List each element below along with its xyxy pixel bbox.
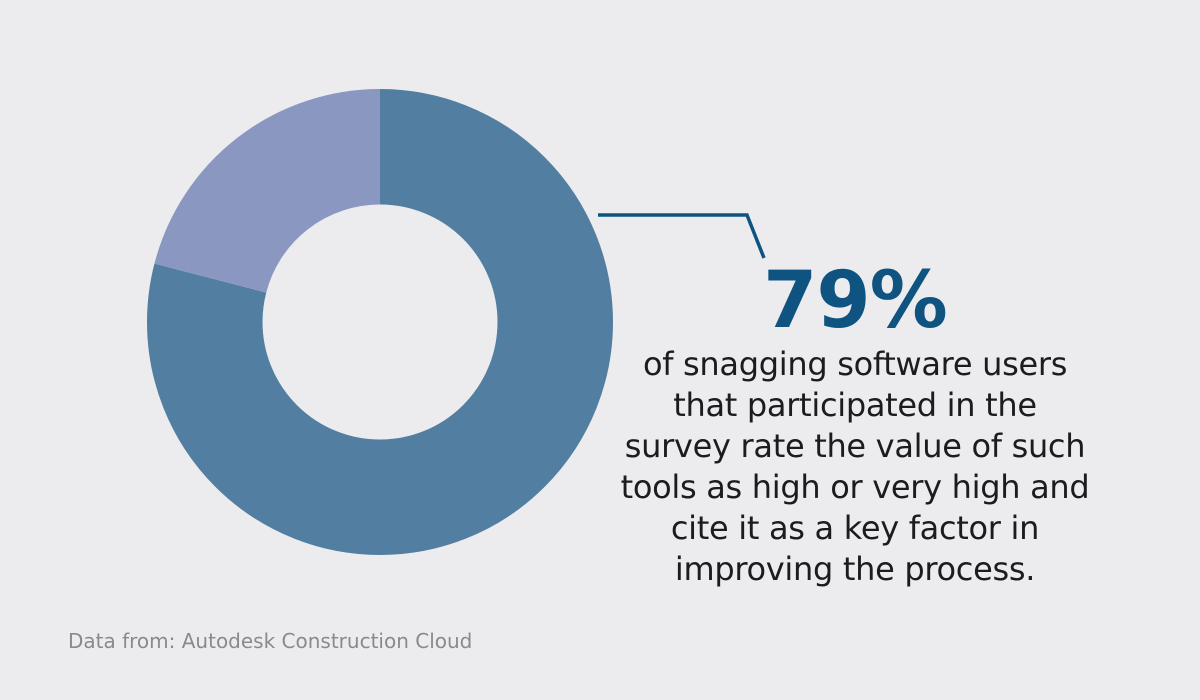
donut-chart <box>147 89 613 555</box>
data-source-note: Data from: Autodesk Construction Cloud <box>68 629 473 653</box>
donut-chart-svg <box>147 89 613 555</box>
stat-description: of snagging software users that particip… <box>605 344 1105 590</box>
stat-callout: 79% of snagging software users that part… <box>605 262 1105 590</box>
stat-description-line: survey rate the value of such <box>624 427 1086 465</box>
stat-description-line: improving the process. <box>674 550 1036 588</box>
donut-segment-secondary <box>147 89 613 555</box>
stat-description-line: that participated in the <box>673 386 1037 424</box>
stat-description-line: of snagging software users <box>642 345 1068 383</box>
stat-description-line: cite it as a key factor in <box>670 509 1040 547</box>
stat-percentage: 79% <box>763 256 948 346</box>
stat-description-line: tools as high or very high and <box>620 468 1090 506</box>
